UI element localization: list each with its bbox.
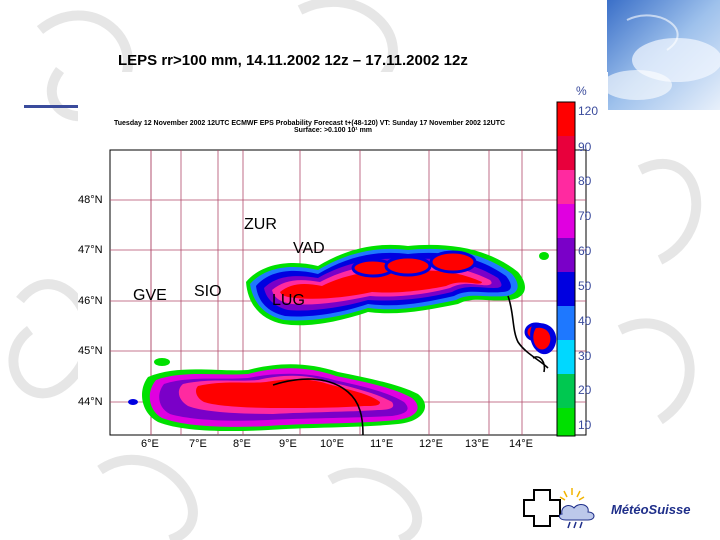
colorbar-label-90: 90	[578, 140, 592, 154]
colorbar-label-20: 20	[578, 383, 592, 397]
lon-label-6e: 6°E	[141, 438, 159, 450]
logo-text: MétéoSuisse	[611, 502, 691, 517]
city-label-lug: LUG	[272, 292, 305, 309]
probability-contours	[128, 244, 557, 432]
map-header: Tuesday 12 November 2002 12UTC ECMWF EPS…	[114, 120, 554, 134]
colorbar-swatch	[557, 306, 575, 340]
colorbar	[556, 101, 576, 437]
lon-label-12e: 12°E	[419, 438, 443, 450]
lon-label-9e: 9°E	[279, 438, 297, 450]
lon-label-10e: 10°E	[320, 438, 344, 450]
colorbar-label-70: 70	[578, 209, 592, 223]
colorbar-swatch	[557, 170, 575, 204]
city-label-sio: SIO	[194, 283, 222, 300]
colorbar-swatch	[557, 102, 575, 136]
lat-label-47: 47°N	[78, 244, 103, 256]
colorbar-swatch	[557, 374, 575, 408]
colorbar-label-80: 80	[578, 174, 592, 188]
lon-label-14e: 14°E	[509, 438, 533, 450]
colorbar-swatch	[557, 272, 575, 306]
colorbar-label-10: 10	[578, 418, 592, 432]
colorbar-swatch	[557, 238, 575, 272]
probability-map	[109, 149, 587, 436]
colorbar-swatch	[557, 136, 575, 170]
lon-label-13e: 13°E	[465, 438, 489, 450]
coastline	[272, 295, 549, 436]
lon-label-7e: 7°E	[189, 438, 207, 450]
city-label-zur: ZUR	[244, 216, 277, 233]
colorbar-label-40: 40	[578, 314, 592, 328]
colorbar-swatch	[557, 408, 575, 436]
lat-label-46: 46°N	[78, 295, 103, 307]
lat-label-48: 48°N	[78, 194, 103, 206]
lon-label-8e: 8°E	[233, 438, 251, 450]
city-label-vad: VAD	[293, 240, 325, 257]
map-header-line2: Surface: >0.100 10¹ mm	[294, 127, 373, 134]
colorbar-swatch	[557, 340, 575, 374]
colorbar-swatch	[557, 204, 575, 238]
colorbar-label-120: 120	[578, 104, 599, 118]
colorbar-label-60: 60	[578, 244, 592, 258]
city-label-gve: GVE	[133, 287, 167, 304]
lat-label-45: 45°N	[78, 345, 103, 357]
map-header-line1: Tuesday 12 November 2002 12UTC ECMWF EPS…	[114, 120, 506, 127]
lat-label-44: 44°N	[78, 396, 103, 408]
colorbar-label-30: 30	[578, 349, 592, 363]
sky-photo	[607, 0, 720, 110]
meteosuisse-logo-icon	[523, 488, 595, 529]
colorbar-unit: %	[576, 84, 587, 98]
colorbar-label-50: 50	[578, 279, 592, 293]
slide-title: LEPS rr>100 mm, 14.11.2002 12z – 17.11.2…	[118, 52, 468, 69]
lon-label-11e: 11°E	[370, 438, 394, 450]
